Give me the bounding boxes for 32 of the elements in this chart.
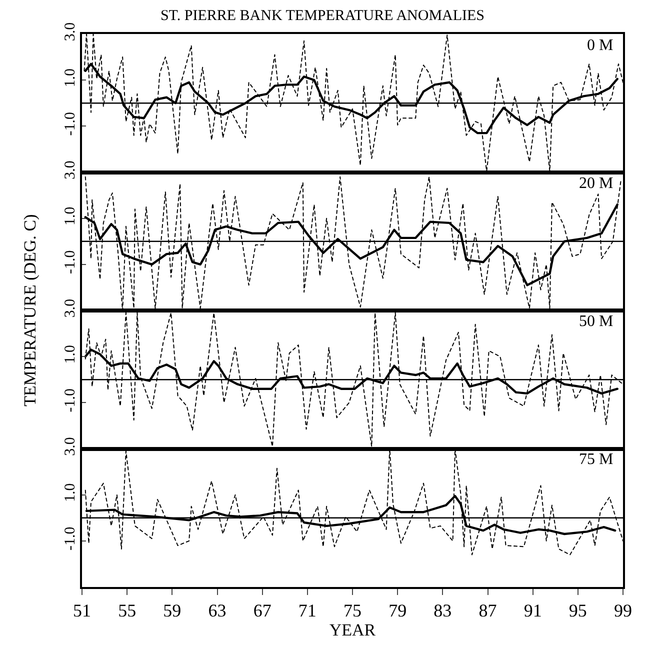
annotation: 0 M <box>587 37 614 54</box>
x-tick-label: 87 <box>478 600 497 620</box>
y-tick-label: 1.0 <box>62 68 78 88</box>
y-tick-label: 1.0 <box>62 344 78 364</box>
annotation: 20 M <box>579 175 614 192</box>
x-tick-label: 51 <box>73 600 91 620</box>
x-tick-label: 71 <box>298 600 316 620</box>
y-axis-title: TEMPERATURE (DEG. C) <box>20 214 40 406</box>
annotation: 50 M <box>579 313 614 330</box>
x-tick-label: 83 <box>434 600 452 620</box>
y-tick-label: 1.0 <box>62 483 78 502</box>
x-tick-label: 67 <box>253 600 272 620</box>
y-tick-label: -1.0 <box>62 112 78 136</box>
y-tick-label: -1.0 <box>62 250 78 274</box>
x-tick-label: 63 <box>208 600 226 620</box>
x-tick-label: 95 <box>568 600 587 620</box>
x-tick-label: 79 <box>388 600 407 620</box>
y-tick-label: 3.0 <box>62 437 78 456</box>
y-tick-label: 3.0 <box>62 298 78 318</box>
y-tick-label: 3.0 <box>62 22 78 42</box>
x-axis-title: YEAR <box>329 620 376 640</box>
chart-title: ST. PIERRE BANK TEMPERATURE ANOMALIES <box>160 8 485 24</box>
y-tick-label: 3.0 <box>62 160 78 180</box>
x-tick-label: 75 <box>344 600 362 620</box>
annotation: 75 M <box>579 451 614 468</box>
y-tick-label: -1.0 <box>62 388 78 412</box>
x-tick-label: 99 <box>614 600 632 620</box>
y-tick-label: 1.0 <box>62 206 78 226</box>
x-tick-label: 91 <box>524 600 542 620</box>
x-tick-label: 59 <box>163 600 182 620</box>
y-tick-label: -1.0 <box>62 526 78 551</box>
x-tick-label: 55 <box>118 600 136 620</box>
